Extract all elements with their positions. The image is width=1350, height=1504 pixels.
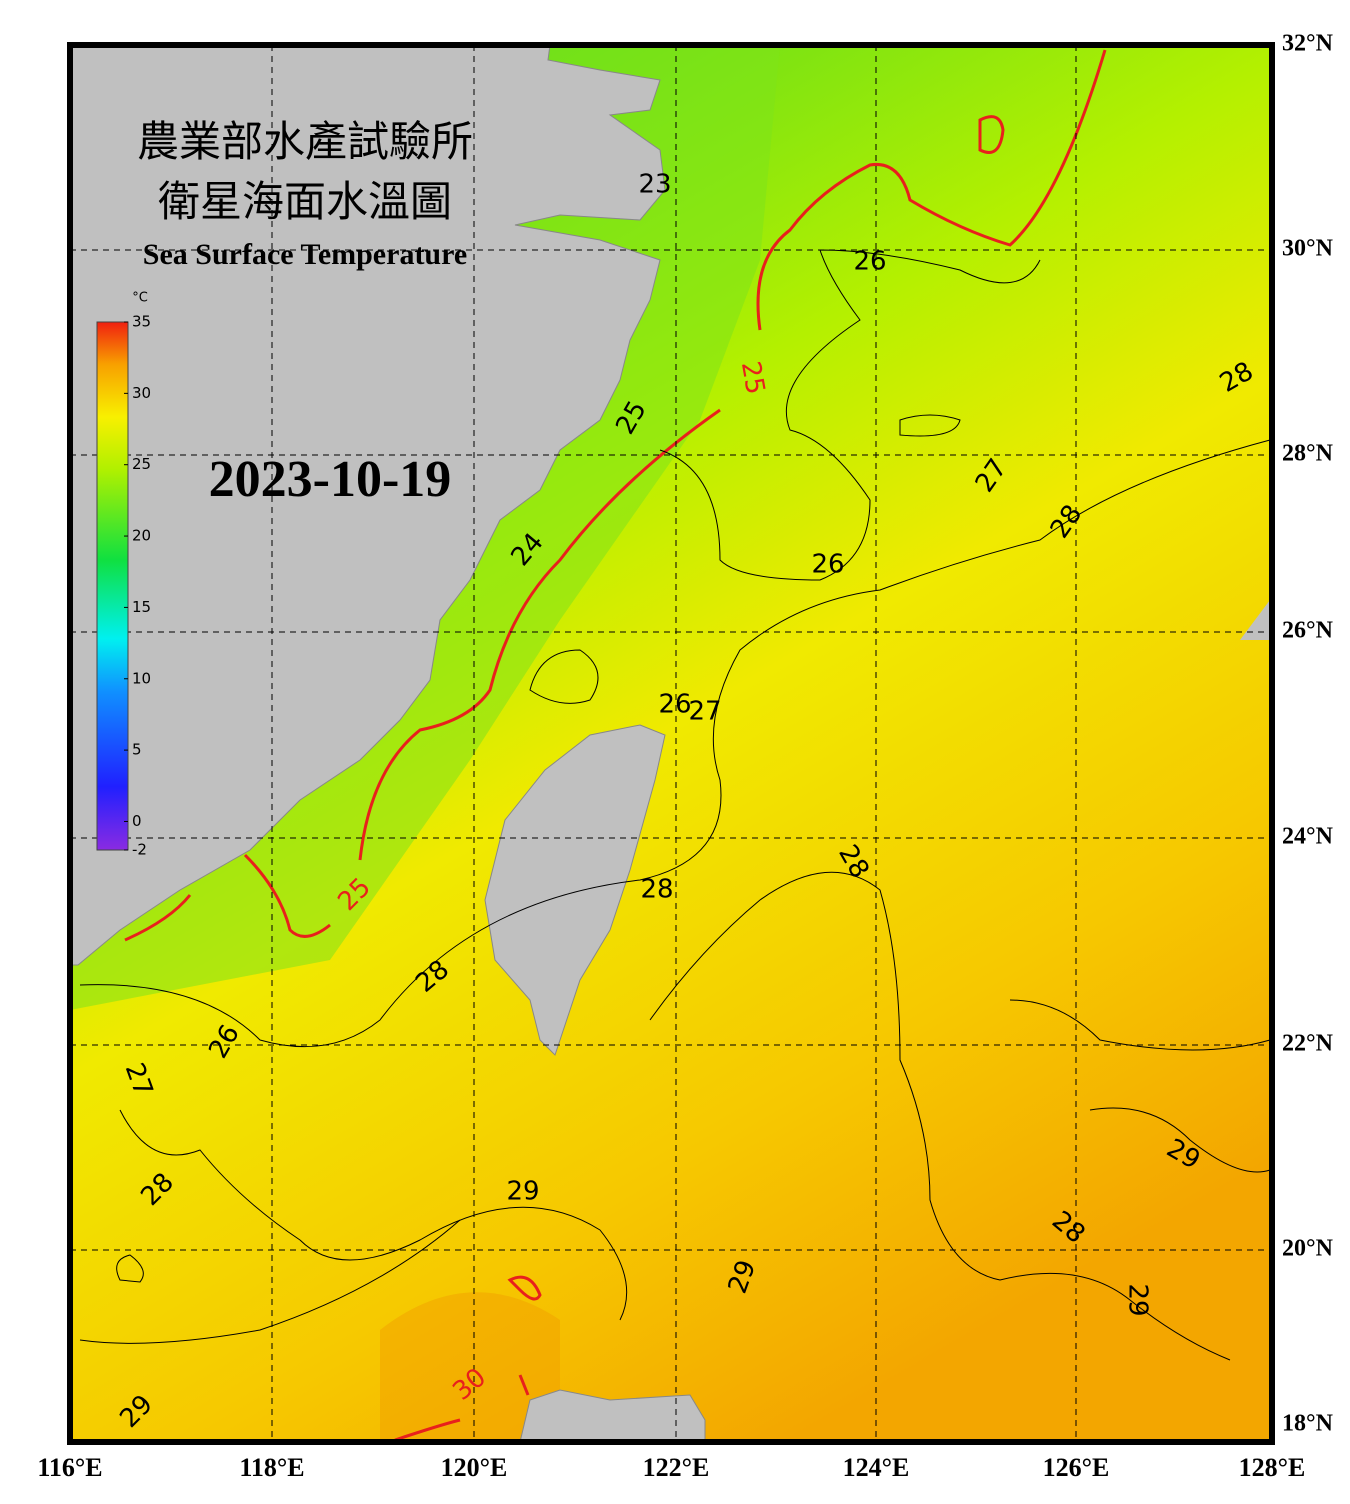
isotherm <box>507 1275 542 1301</box>
contour-label: 26 <box>853 247 886 277</box>
colorbar: °C 35 30 25 20 15 10 5 0 -2 <box>96 291 151 859</box>
map-area <box>70 45 1272 1442</box>
title-en: Sea Surface Temperature <box>143 238 467 271</box>
isotherm <box>119 1109 628 1321</box>
colorbar-tick-label: 30 <box>132 384 151 402</box>
colorbar-tick-label: 5 <box>132 741 142 759</box>
axis-labels: 32°N 30°N 28°N 26°N 24°N 22°N 20°N 18°N 116°E 118… <box>37 31 1333 1482</box>
isotherm <box>649 871 1231 1361</box>
lat-label: 30°N <box>1282 236 1334 262</box>
contour-label: 23 <box>638 170 671 200</box>
land-china <box>70 45 666 966</box>
contour-label: 26 <box>658 690 691 720</box>
contour-label: 25 <box>735 359 770 397</box>
contour-label: 28 <box>640 875 673 905</box>
colorbar-tick-label: 15 <box>132 598 151 616</box>
lon-label: 128°E <box>1239 1453 1306 1482</box>
colorbar-tick-label: -2 <box>132 841 147 859</box>
lat-label: 22°N <box>1282 1031 1334 1057</box>
contour-label: 27 <box>688 697 721 727</box>
colorbar-tick-label: 35 <box>132 313 151 331</box>
contour-label: 29 <box>506 1177 539 1207</box>
land-ryukyu <box>1240 600 1272 640</box>
lat-label: 18°N <box>1282 1411 1334 1437</box>
lon-label: 120°E <box>441 1453 508 1482</box>
land-luzon <box>519 1389 706 1442</box>
isotherm <box>529 414 961 704</box>
colorbar-tick-label: 10 <box>132 669 151 687</box>
contour-label: 29 <box>1123 1283 1153 1316</box>
isotherm <box>659 249 1041 581</box>
lat-label: 26°N <box>1282 618 1334 644</box>
lon-label: 116°E <box>37 1453 102 1482</box>
colorbar-tick-label: 0 <box>132 812 142 830</box>
lon-label: 124°E <box>843 1453 910 1482</box>
title-zh: 農業部水產試驗所 <box>137 117 473 166</box>
isotherm <box>358 408 721 861</box>
lat-label: 28°N <box>1282 441 1334 467</box>
colorbar-tick-label: 20 <box>132 527 151 545</box>
isotherm <box>394 1374 530 1442</box>
colorbar-gradient <box>96 321 129 851</box>
grid <box>70 45 1272 1442</box>
colorbar-unit: °C <box>132 291 148 306</box>
contour-label: 26 <box>811 550 844 580</box>
lon-label: 126°E <box>1043 1453 1110 1482</box>
lat-label: 24°N <box>1282 824 1334 850</box>
isotherm <box>978 115 1005 154</box>
lat-label: 20°N <box>1282 1236 1334 1262</box>
subtitle-zh: 衛星海面水溫圖 <box>158 177 452 226</box>
isotherm <box>243 853 331 938</box>
isotherm <box>1009 999 1271 1173</box>
land-taiwan <box>484 724 666 1056</box>
isotherm <box>756 49 1107 331</box>
warm-area <box>380 1292 560 1442</box>
isotherm <box>124 894 192 942</box>
lat-label: 32°N <box>1282 31 1334 57</box>
isotherm <box>79 439 1271 1048</box>
date: 2023-10-19 <box>209 451 452 508</box>
isotherm <box>79 1219 461 1344</box>
map-frame <box>67 42 1275 1445</box>
lon-label: 122°E <box>643 1453 710 1482</box>
colorbar-tick-label: 25 <box>132 455 151 473</box>
lon-label: 118°E <box>239 1453 304 1482</box>
